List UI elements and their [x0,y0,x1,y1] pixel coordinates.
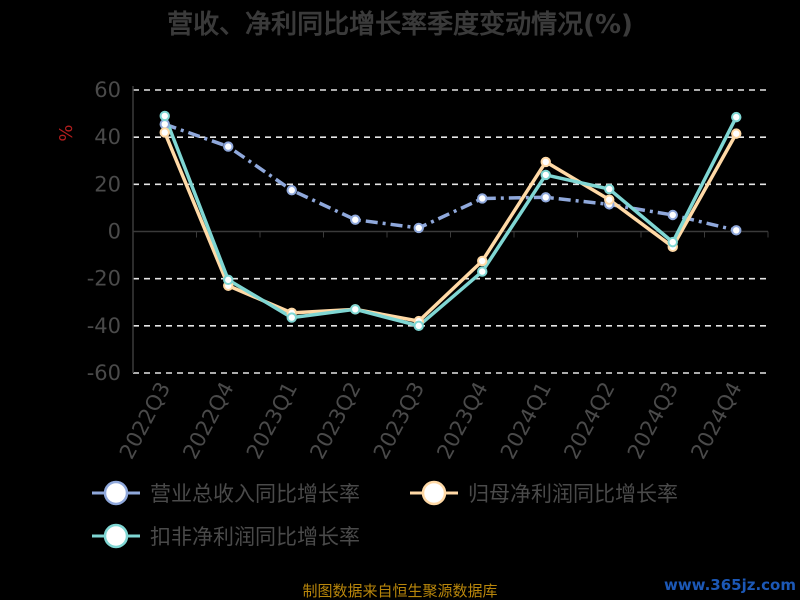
x-tick-label: 2024Q2 [559,378,619,463]
y-tick-labels: 60 40 20 0 -20 -40 -60 [87,78,121,385]
series-3-point [159,110,170,122]
series-2-point [540,156,551,168]
series-line-1 [164,122,737,233]
series-1-point [159,118,170,130]
legend-marker [103,480,129,506]
legend-label: 归母净利润同比增长率 [468,482,678,506]
series-3-point [286,312,297,323]
legend-item-3: 扣非净利润同比增长率 [92,523,360,549]
y-tick-label: 20 [94,172,121,196]
y-tick-label: 60 [94,78,121,102]
series-2-point [604,194,615,205]
x-tick-label: 2023Q1 [242,378,302,463]
x-tick-label: 2023Q4 [432,378,492,463]
series-3-point [477,266,488,277]
legend-item-2: 归母净利润同比增长率 [410,480,678,506]
x-tick-label: 2024Q4 [686,378,746,463]
series-3-point [350,304,361,315]
x-tick-label: 2022Q4 [178,378,238,463]
y-axis-label: % [56,124,77,141]
x-tick-labels: 2022Q3 2022Q4 2023Q1 2023Q2 2023Q3 2023Q4 2024… [115,378,747,463]
series-points [159,110,742,332]
watermark: www.365jz.com [664,576,796,594]
legend-label: 扣非净利润同比增长率 [150,525,360,549]
series-1-point [477,193,488,204]
series-2-point [477,255,488,267]
x-tick-label: 2024Q3 [623,378,683,463]
axes [132,86,769,373]
series-3-point [223,274,234,286]
series-1-point [223,141,234,152]
series-1-point [667,209,678,221]
series-line-3 [163,115,738,328]
x-tick-label: 2022Q3 [115,378,175,463]
x-tick-label: 2024Q1 [496,378,556,463]
series-1-point [731,225,742,236]
series-2-point [159,127,170,138]
y-tick-label: -40 [87,314,121,338]
chart-title: 营收、净利同比增长率季度变动情况(%) [167,9,633,40]
series-3-point [731,111,742,123]
y-tick-label: -60 [87,361,121,385]
legend-label: 营业总收入同比增长率 [150,482,360,506]
series-3-point [540,169,551,181]
legend-marker [103,523,129,549]
grid-lines [133,89,768,374]
series-1-point [413,222,424,234]
y-tick-label: 0 [108,220,121,244]
y-tick-label: -20 [87,267,121,291]
series-1-point [350,214,361,225]
legend-item-1: 营业总收入同比增长率 [92,480,360,506]
x-tick-label: 2023Q3 [369,378,429,463]
series-3-point [413,320,424,332]
y-tick-label: 40 [94,125,121,149]
series-1-point [286,185,297,196]
x-tick-label: 2023Q2 [305,378,365,463]
series-lines [163,115,738,328]
series-3-point [604,183,615,195]
source-text: 制图数据来自恒生聚源数据库 [302,582,497,600]
series-3-point [667,236,678,248]
series-1-point [540,192,551,203]
series-2-point [731,128,742,139]
legend-marker [421,480,447,506]
